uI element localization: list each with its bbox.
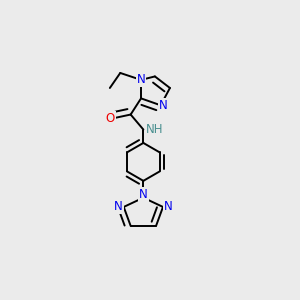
Text: O: O: [106, 112, 115, 124]
Text: N: N: [159, 99, 168, 112]
Text: N: N: [139, 188, 148, 201]
Text: N: N: [114, 200, 123, 213]
Text: N: N: [164, 200, 172, 213]
Text: NH: NH: [146, 123, 163, 136]
Text: N: N: [137, 74, 146, 86]
